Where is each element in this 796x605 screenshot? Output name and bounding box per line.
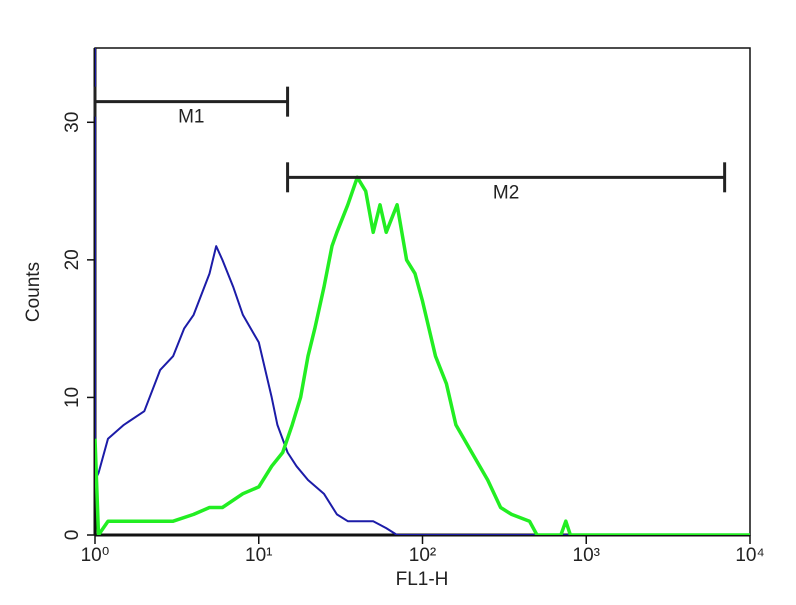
x-axis-label: FL1-H	[396, 569, 449, 590]
y-tick-label: 10	[62, 387, 83, 408]
x-tick-label: 10³	[573, 545, 600, 566]
y-axis-label: Counts	[23, 262, 44, 322]
y-tick-label: 20	[62, 249, 83, 270]
y-tick-label: 0	[62, 530, 83, 541]
x-tick-label: 10⁰	[81, 545, 110, 566]
series-line	[95, 48, 750, 535]
x-tick-label: 10⁴	[735, 545, 764, 566]
x-tick-label: 10²	[409, 545, 436, 566]
x-tick-label: 10¹	[245, 545, 272, 566]
plot-area	[95, 48, 750, 535]
series-line	[95, 175, 750, 535]
y-tick-label: 30	[62, 112, 83, 133]
gate-label: M1	[178, 107, 204, 128]
gate-label: M2	[493, 182, 519, 203]
